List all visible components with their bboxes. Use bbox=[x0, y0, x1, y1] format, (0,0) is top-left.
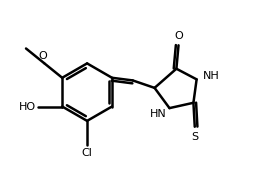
Text: O: O bbox=[174, 31, 183, 41]
Text: NH: NH bbox=[202, 71, 219, 81]
Text: HO: HO bbox=[19, 102, 36, 112]
Text: S: S bbox=[191, 132, 198, 142]
Text: Cl: Cl bbox=[82, 148, 93, 158]
Text: O: O bbox=[38, 51, 47, 61]
Text: HN: HN bbox=[150, 109, 167, 119]
